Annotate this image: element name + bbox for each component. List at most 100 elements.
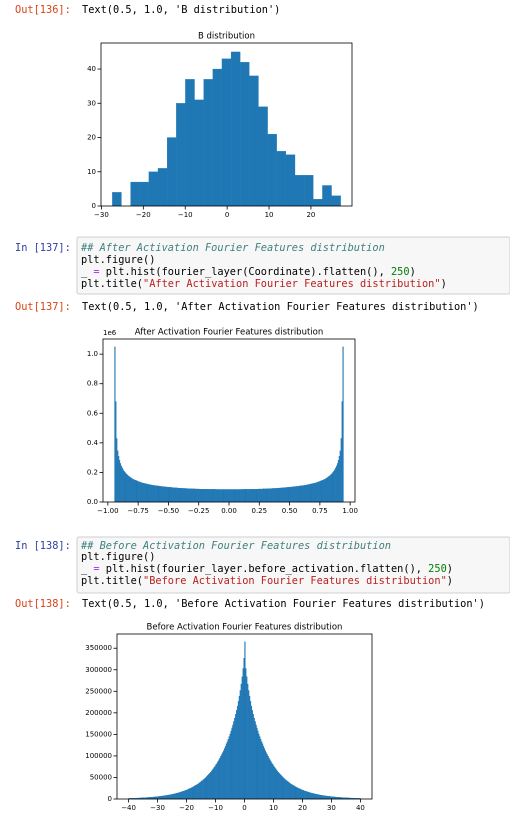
histogram-bar: [272, 488, 275, 503]
histogram-bar: [238, 489, 241, 503]
histogram-bar: [184, 488, 187, 503]
histogram-bar: [264, 488, 266, 503]
code-token: 250: [391, 266, 410, 278]
out-prompt: Out[138]:: [15, 598, 71, 610]
histogram-bar: [298, 788, 300, 800]
histogram-bar: [154, 485, 156, 503]
histogram-bar: [252, 489, 254, 503]
histogram-bar: [233, 489, 235, 503]
histogram-bar: [130, 477, 133, 503]
histogram-bar: [276, 770, 279, 800]
histogram-bar: [115, 401, 117, 503]
histogram-bar: [241, 489, 243, 503]
histogram-bar: [192, 786, 194, 800]
histogram-bar: [170, 487, 172, 503]
histogram-bar: [226, 489, 228, 503]
histogram-bar: [285, 154, 296, 207]
histogram-bar: [247, 489, 249, 503]
histogram-bar: [182, 791, 184, 800]
histogram-bar: [287, 781, 290, 800]
histogram-bar: [143, 483, 145, 503]
histogram-bar: [255, 489, 257, 503]
histogram-bar: [222, 752, 224, 800]
y-tick-label: 20: [87, 134, 96, 142]
y-tick-label: 0.2: [87, 468, 98, 476]
histogram-bar: [331, 473, 333, 503]
histogram-bar: [280, 487, 282, 503]
histogram-bar: [274, 488, 276, 503]
histogram-bar: [288, 782, 291, 800]
histogram-bar: [215, 764, 217, 800]
histogram-bar: [270, 761, 272, 800]
code-line: _ = plt.hist(fourier_layer.before_activa…: [81, 563, 453, 575]
histogram-bar: [303, 485, 305, 503]
histogram-bar: [160, 795, 163, 800]
histogram-bar: [191, 488, 193, 503]
x-tick-label: 10: [265, 211, 274, 219]
x-tick-label: 1.00: [342, 507, 358, 515]
histogram-bar: [229, 733, 231, 800]
histogram-bar: [260, 488, 263, 503]
histogram-bar: [176, 103, 186, 207]
histogram-bar: [149, 484, 151, 503]
code-token: ): [441, 278, 447, 290]
histogram-bar: [310, 792, 312, 800]
histogram-bar: [341, 401, 343, 503]
histogram-bar: [194, 99, 204, 207]
histogram-bar: [322, 479, 324, 503]
code-token: =: [93, 266, 99, 278]
code-cell[interactable]: [76, 536, 510, 594]
histogram-bar: [319, 794, 321, 800]
histogram-bar: [211, 769, 214, 800]
histogram-bar: [259, 736, 261, 800]
histogram-bar: [183, 790, 185, 800]
y-tick-label: 50000: [90, 773, 112, 781]
histogram-bar: [266, 488, 268, 503]
histogram-bar: [216, 489, 218, 503]
histogram-bar: [220, 756, 222, 800]
histogram-bar: [141, 482, 144, 503]
histogram-bar: [112, 192, 122, 207]
histogram-bar: [244, 641, 246, 800]
code-cell[interactable]: [76, 236, 510, 295]
histogram-bar: [222, 489, 224, 503]
histogram-bar: [319, 481, 321, 503]
histogram-bar: [260, 738, 262, 800]
histogram-bar: [159, 486, 161, 503]
histogram-bar: [227, 489, 230, 503]
histogram-bar: [199, 781, 202, 800]
histogram-bar: [156, 485, 158, 503]
y-tick-label: 150000: [85, 730, 112, 738]
histogram-bar: [250, 489, 253, 503]
histogram-bar: [239, 690, 241, 800]
histogram-bar: [313, 483, 315, 503]
histogram-bar: [255, 724, 257, 800]
y-tick-label: 250000: [85, 687, 112, 695]
histogram-bar: [181, 791, 183, 800]
y-tick-label: 350000: [85, 644, 112, 652]
code-token: plt.title(: [81, 575, 143, 587]
histogram-bar: [194, 488, 196, 503]
histogram-bar: [173, 793, 176, 800]
histogram-bar: [325, 795, 328, 800]
code-line: _ = plt.hist(fourier_layer(Coordinate).f…: [81, 266, 416, 278]
histogram-bar: [295, 486, 297, 503]
histogram-bar: [163, 795, 165, 800]
histogram-bar: [264, 750, 266, 800]
histogram-bar: [299, 788, 301, 800]
histogram-bar: [284, 778, 286, 800]
histogram-bar: [315, 482, 318, 503]
histogram-bar: [210, 770, 213, 800]
histogram-bar: [267, 488, 269, 503]
histogram-bar: [289, 783, 291, 800]
histogram-bar: [271, 488, 273, 503]
histogram-bar: [159, 796, 162, 800]
histogram-bar: [206, 776, 208, 800]
code-token: ): [410, 266, 416, 278]
histogram-bar: [197, 488, 199, 503]
histogram-bar: [290, 783, 292, 800]
histogram-bar: [140, 482, 143, 503]
histogram-bar: [118, 456, 120, 503]
x-tick-label: 40: [356, 804, 365, 812]
histogram-bar: [300, 485, 302, 503]
